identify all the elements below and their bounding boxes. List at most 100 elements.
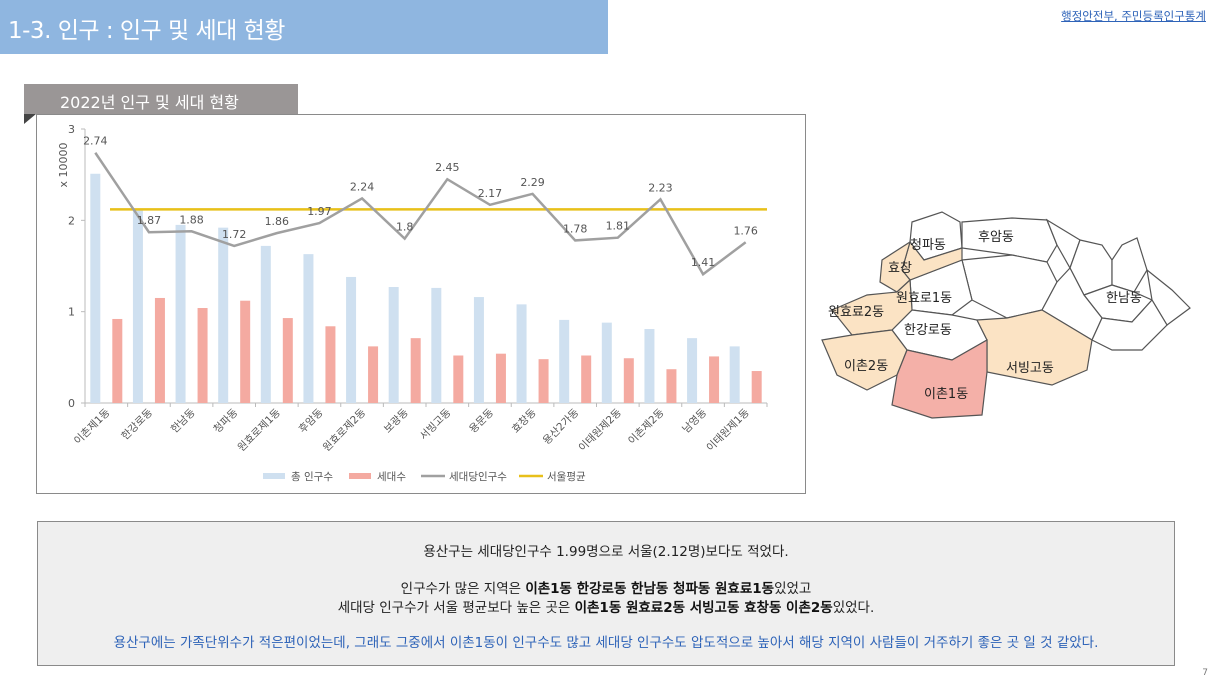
page-title: 1-3. 인구 : 인구 및 세대 현황 xyxy=(8,18,285,44)
summary-highlight: 이촌1동 원효료2동 서빙고동 효창동 이촌2동 xyxy=(574,600,833,616)
source-link[interactable]: 행정안전부, 주민등록인구통계 xyxy=(1061,9,1206,23)
bar-households xyxy=(240,300,251,403)
per-household-line xyxy=(94,152,747,277)
summary-text: 있었고 xyxy=(774,581,812,597)
data-label: 1.86 xyxy=(265,215,290,228)
y-tick-label: 0 xyxy=(68,397,75,410)
bar-households xyxy=(197,308,208,403)
summary-line-2: 인구수가 많은 지역은 이촌1동 한강로동 한남동 청파동 원효료1동있었고 xyxy=(38,577,1174,597)
bar-households xyxy=(325,326,336,403)
x-tick-label: 원효로제2동 xyxy=(321,406,369,454)
bar-households xyxy=(112,318,123,403)
map-svg: 청파동 후암동 효창 원효로1동 원효료2동 한강로동 이촌2동 이촌1동 서빙… xyxy=(821,211,1191,419)
summary-text: 세대당 인구수가 서울 평균보다 높은 곳은 xyxy=(337,600,575,616)
legend-label: 세대당인구수 xyxy=(449,471,507,483)
legend-swatch xyxy=(263,473,285,479)
data-label: 1.88 xyxy=(179,213,204,226)
x-tick-label: 한강로동 xyxy=(119,406,155,442)
bar-total-population xyxy=(175,224,186,403)
bar-total-population xyxy=(431,287,442,403)
tab-corner xyxy=(24,114,36,124)
map-label: 이촌2동 xyxy=(844,359,888,374)
map-label: 원효로1동 xyxy=(896,291,952,306)
summary-box: 용산구는 세대당인구수 1.99명으로 서울(2.12명)보다도 적었다. 인구… xyxy=(37,521,1175,666)
x-tick-label: 보광동 xyxy=(382,406,411,435)
bar-households xyxy=(581,355,592,403)
bar-households xyxy=(495,353,506,403)
x-tick-label: 후암동 xyxy=(297,406,326,435)
map-region-east-6 xyxy=(1091,298,1168,351)
x-tick-label: 용산2가동 xyxy=(541,406,582,447)
chart-container: 0 1 2 3 x 10000 이촌제1동 한강로동 한남동 청파동 원효로제1동 후암동 원효로제2… xyxy=(36,114,806,494)
data-label: 1.72 xyxy=(222,228,247,241)
bar-total-population xyxy=(90,173,101,403)
bar-households xyxy=(282,318,293,403)
bar-households xyxy=(709,356,720,403)
summary-line-3: 세대당 인구수가 서울 평균보다 높은 곳은 이촌1동 원효료2동 서빙고동 효… xyxy=(38,596,1174,616)
x-tick-label: 한남동 xyxy=(169,406,198,435)
summary-text: 있었다. xyxy=(832,600,875,616)
x-tick-label: 남영동 xyxy=(680,406,709,435)
data-label: 2.17 xyxy=(478,187,503,200)
x-tick-label: 이촌제1동 xyxy=(72,406,113,447)
bar-total-population xyxy=(388,287,399,403)
bar-total-population xyxy=(729,346,740,403)
data-label: 2.74 xyxy=(83,135,108,148)
y-axis-label: x 10000 xyxy=(57,142,70,187)
map-label: 한강로동 xyxy=(904,323,952,338)
map-region-huam xyxy=(961,217,1058,263)
x-tick-label: 서빙고동 xyxy=(418,406,454,442)
x-tick-label: 용문동 xyxy=(467,406,496,435)
map-region-east-2 xyxy=(1111,237,1148,293)
bar-households xyxy=(453,355,464,403)
bar-total-population xyxy=(516,304,527,403)
chart-tab: 2022년 인구 및 세대 현황 xyxy=(24,84,298,114)
map-label: 한남동 xyxy=(1106,291,1142,306)
x-tick-label: 청파동 xyxy=(211,406,240,435)
bar-total-population xyxy=(687,338,698,403)
bar-households xyxy=(751,371,762,403)
data-label: 2.29 xyxy=(520,176,545,189)
map-label: 후암동 xyxy=(978,230,1014,245)
x-tick-label: 이태원제1동 xyxy=(704,406,752,454)
bar-households xyxy=(538,359,549,403)
district-map: 청파동 후암동 효창 원효로1동 원효료2동 한강로동 이촌2동 이촌1동 서빙… xyxy=(812,200,1202,430)
bar-households xyxy=(410,338,421,403)
bar-total-population xyxy=(218,227,229,403)
x-tick-label: 이촌제2동 xyxy=(626,406,667,447)
page-number: 7 xyxy=(1202,668,1208,678)
data-label: 1.78 xyxy=(563,222,588,235)
map-label: 원효료2동 xyxy=(828,305,884,320)
map-label: 이촌1동 xyxy=(924,387,968,402)
bar-households xyxy=(666,369,677,403)
bar-households xyxy=(368,346,379,403)
chart-tab-label: 2022년 인구 및 세대 현황 xyxy=(60,93,239,112)
data-label: 1.81 xyxy=(606,220,631,233)
legend-swatch xyxy=(349,473,371,479)
data-label: 1.87 xyxy=(137,214,162,227)
data-label: 1.41 xyxy=(691,256,716,269)
legend-label: 총 인구수 xyxy=(291,471,333,483)
bar-total-population xyxy=(303,254,314,403)
data-label: 1.97 xyxy=(307,205,332,218)
bar-total-population xyxy=(132,209,143,403)
y-tick-label: 1 xyxy=(68,306,75,319)
data-label: 1.76 xyxy=(733,224,758,237)
summary-text: 인구수가 많은 지역은 xyxy=(400,581,526,597)
bar-households xyxy=(623,358,634,403)
bar-total-population xyxy=(601,322,612,403)
x-tick-label: 이태원제2동 xyxy=(577,406,625,454)
x-tick-label: 원효로제1동 xyxy=(236,406,284,454)
bar-total-population xyxy=(644,329,655,403)
y-tick-label: 3 xyxy=(68,123,75,136)
bar-total-population xyxy=(346,276,357,403)
summary-highlight: 이촌1동 한강로동 한남동 청파동 원효료1동 xyxy=(525,581,775,597)
map-region-hannam xyxy=(1146,268,1191,326)
bar-total-population xyxy=(260,245,271,403)
data-label: 1.8 xyxy=(396,221,414,234)
y-tick-label: 2 xyxy=(68,214,75,227)
map-label: 청파동 xyxy=(910,238,946,253)
x-tick-label: 효창동 xyxy=(510,406,539,435)
data-label: 2.45 xyxy=(435,161,460,174)
